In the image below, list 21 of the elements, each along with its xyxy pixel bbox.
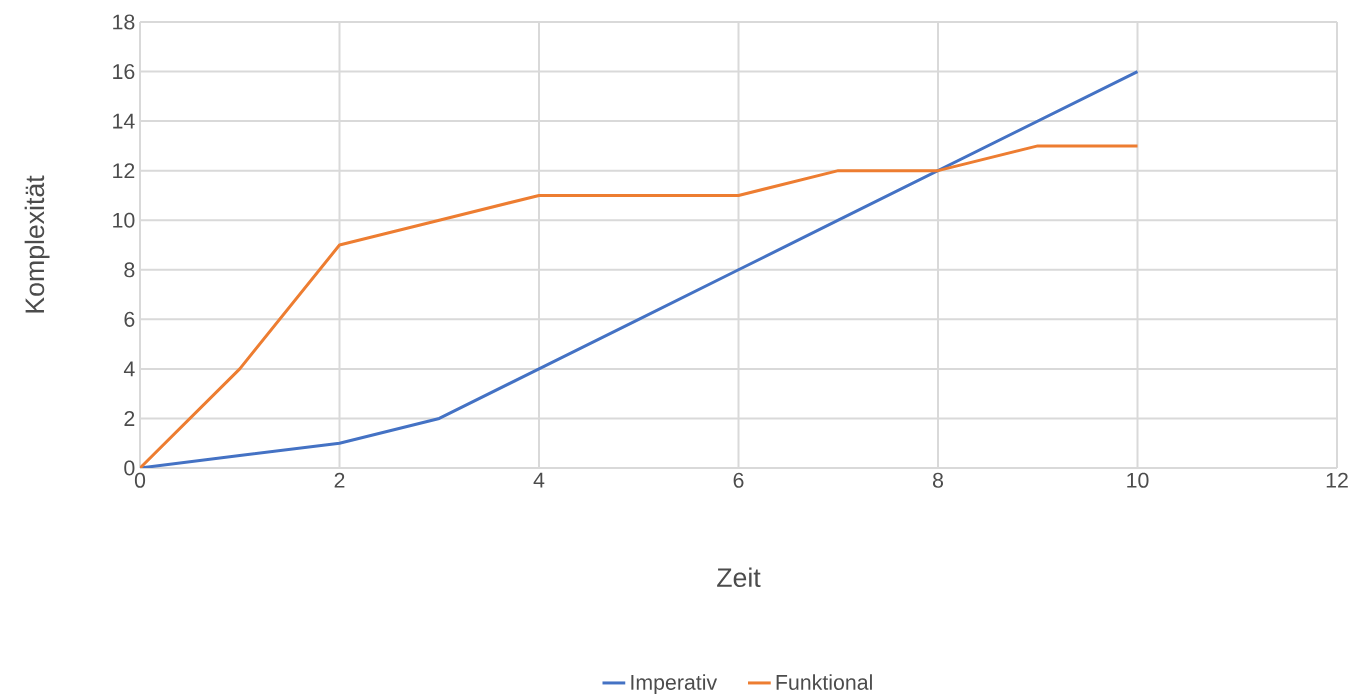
y-tick-label: 10 — [113, 212, 135, 228]
y-tick-label: 14 — [113, 113, 135, 129]
x-tick-label: 4 — [533, 472, 545, 488]
y-tick-label: 2 — [124, 410, 135, 426]
y-tick-label: 4 — [123, 361, 135, 377]
x-tick-label: 2 — [334, 472, 345, 488]
y-tick-label: 18 — [113, 14, 135, 30]
y-tick-label: 12 — [113, 163, 135, 179]
y-tick-label: 0 — [124, 460, 135, 476]
legend-label: Imperativ — [631, 674, 718, 695]
y-axis-title: Komplexität — [24, 175, 50, 313]
y-tick-label: 16 — [113, 64, 135, 80]
y-tick-label: 6 — [124, 311, 135, 327]
legend-label: Funktional — [776, 674, 872, 690]
x-axis-title: Zeit — [717, 567, 761, 588]
x-tick-label: 8 — [932, 472, 944, 488]
x-tick-label: 6 — [733, 472, 744, 488]
x-tick-label: 10 — [1127, 472, 1149, 488]
x-tick-label: 0 — [134, 472, 146, 488]
y-tick-label: 8 — [124, 262, 135, 278]
x-tick-label: 12 — [1326, 472, 1348, 488]
